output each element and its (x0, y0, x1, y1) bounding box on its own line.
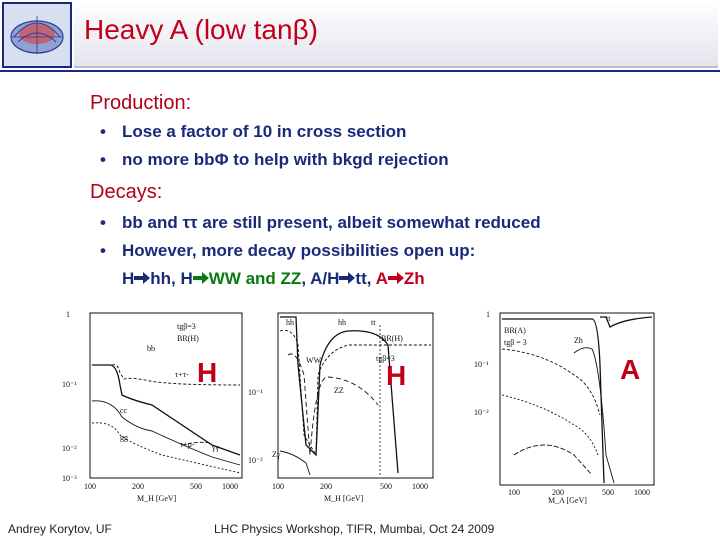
xtick-label: 200 (320, 482, 332, 491)
curve-label: tgβ = 3 (504, 338, 527, 347)
xtick-label: 500 (190, 482, 202, 491)
plot-br-a: 1 10⁻¹ 10⁻² 100 200 500 1000 M_A [GeV] B… (474, 305, 664, 505)
curve-label: tgβ=3 (177, 322, 196, 331)
xtick-label: 1000 (634, 488, 650, 497)
plot-3-mark: A (620, 354, 641, 385)
x-axis-label: M_A [GeV] (548, 496, 587, 505)
curve-label: BR(H) (177, 334, 199, 343)
decays-heading: Decays: (90, 181, 163, 203)
xtick-label: 200 (552, 488, 564, 497)
ytick-label: 1 (66, 310, 70, 319)
right-arrow-icon (387, 272, 404, 284)
right-arrow-icon (134, 272, 151, 284)
curve-label: Zh (574, 336, 583, 345)
title-divider (0, 70, 720, 72)
ytick-label: 10⁻¹ (62, 380, 77, 389)
plot-1-mark: H (197, 357, 218, 388)
plot-br-h-bosons: 10⁻¹ 10⁻² 100 200 500 1000 M_H [GeV] hh … (248, 305, 448, 505)
plot-br-h-fermions: 1 10⁻¹ 10⁻² 10⁻³ 100 200 500 1000 M_H [G… (62, 305, 252, 505)
curve-label: BR(H) (381, 334, 403, 343)
logo-globe-icon (2, 2, 72, 68)
curve-label: BR(A) (504, 326, 526, 335)
curve-label: WW (306, 356, 322, 365)
ytick-label: 10⁻² (248, 456, 263, 465)
curve-label: cc (120, 406, 128, 415)
decays-bullet-1: • bb and ττ are still present, albeit som… (100, 213, 541, 232)
ytick-label: 10⁻¹ (474, 360, 489, 369)
xtick-label: 100 (84, 482, 96, 491)
footer-author: Andrey Korytov, UF (8, 522, 112, 536)
curve-label: τ+τ- (175, 370, 189, 379)
xtick-label: 500 (380, 482, 392, 491)
right-arrow-icon (339, 272, 356, 284)
ytick-label: 10⁻³ (62, 474, 77, 483)
xtick-label: 100 (272, 482, 284, 491)
curve-label: tt (371, 318, 376, 327)
x-axis-label: M_H [GeV] (137, 494, 177, 503)
xtick-label: 200 (132, 482, 144, 491)
title-bar: Heavy A (low tanβ) (0, 0, 720, 70)
production-heading: Production: (90, 92, 192, 114)
xtick-label: 1000 (222, 482, 238, 491)
title-background (74, 2, 718, 68)
ytick-label: 10⁻² (62, 444, 77, 453)
curve-label: Zγ (272, 450, 281, 459)
curve-label: tt (606, 314, 611, 323)
xtick-label: 100 (508, 488, 520, 497)
production-bullet-1: • Lose a factor of 10 in cross section (100, 122, 407, 141)
x-axis-label: M_H [GeV] (324, 494, 364, 503)
xtick-label: 1000 (412, 482, 428, 491)
ytick-label: 10⁻¹ (248, 388, 263, 397)
curve-label: γγ (211, 443, 220, 452)
curve-label: τ+μ- (180, 440, 195, 449)
curve-label: bb (147, 344, 155, 353)
footer-event: LHC Physics Workshop, TIFR, Mumbai, Oct … (214, 522, 495, 536)
right-arrow-icon (192, 272, 209, 284)
production-bullet-2: • no more bbΦ to help with bkgd rejection (100, 150, 449, 169)
curve-label: ZZ (334, 386, 344, 395)
ytick-label: 1 (486, 310, 490, 319)
decays-bullet-2: • However, more decay possibilities open … (100, 241, 476, 260)
slide-title: Heavy A (low tanβ) (84, 14, 318, 45)
plot-2-mark: H (386, 360, 407, 391)
curve-label: hh (286, 318, 294, 327)
curve-label: tgβ=3 (376, 354, 395, 363)
curve-label: hh (338, 318, 346, 327)
xtick-label: 500 (602, 488, 614, 497)
ytick-label: 10⁻² (474, 408, 489, 417)
